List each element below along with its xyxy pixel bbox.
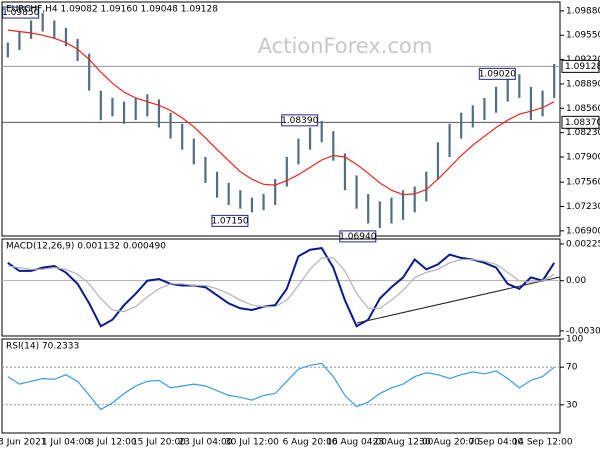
y-tick-label: 1.07560 xyxy=(566,178,600,188)
level-label-box xyxy=(561,59,600,73)
x-tick-label: 23 Jul 04:00 xyxy=(178,438,232,448)
annotation-label: 1.07150 xyxy=(211,216,248,226)
x-tick-label: 7 Sep 04:00 xyxy=(469,438,524,448)
x-tick-label: 16 Aug 04:00 xyxy=(326,438,387,448)
y-tick-label: 1.06900 xyxy=(566,226,600,236)
series-line xyxy=(7,247,556,328)
watermark: ActionForex.com xyxy=(258,34,433,58)
x-tick-label: 23 Aug 12:00 xyxy=(373,438,434,448)
annotation-label: 1.09020 xyxy=(479,69,516,79)
y-tick-label: 1.08560 xyxy=(566,104,600,114)
x-tick-label: 1 Jul 04:00 xyxy=(42,438,91,448)
macd-trendline xyxy=(356,276,561,324)
y-tick-label: -0.003088 xyxy=(566,326,600,336)
x-tick-label: 15 Jul 20:00 xyxy=(132,438,186,448)
y-tick-label: 0.002254 xyxy=(566,239,600,249)
annotation-label: 1.06940 xyxy=(339,232,376,242)
annotation-label: 1.08390 xyxy=(281,116,318,126)
level-label-box xyxy=(561,115,600,129)
x-tick-label: 6 Aug 20:00 xyxy=(283,438,338,448)
x-tick-label: 8 Jul 12:00 xyxy=(88,438,137,448)
x-tick-label: 14 Sep 12:00 xyxy=(513,438,573,448)
y-tick-label: 70 xyxy=(566,363,578,373)
x-tick-label: 30 Aug 20:00 xyxy=(419,438,480,448)
y-tick-label: 1.08890 xyxy=(566,79,600,89)
y-tick-label: 30 xyxy=(566,400,578,410)
annotation-box xyxy=(339,230,377,243)
panel-frame xyxy=(1,338,561,434)
annotation-box xyxy=(478,67,516,80)
y-tick-label: 100 xyxy=(566,335,583,345)
annotation-box xyxy=(281,114,319,127)
y-tick-label: 1.09880 xyxy=(566,6,600,16)
panel-frame xyxy=(1,238,561,337)
annotation-box xyxy=(2,6,40,19)
y-tick-label: 1.08230 xyxy=(566,128,600,138)
y-tick-label: 1.07230 xyxy=(566,202,600,212)
panel-frame xyxy=(1,1,561,237)
y-tick-label: 1.09550 xyxy=(566,31,600,41)
panel-title: RSI(14) 70.2333 xyxy=(6,342,79,352)
annotation-label: 1.09850 xyxy=(2,8,39,18)
x-tick-label: 30 Jul 12:00 xyxy=(225,438,279,448)
annotation-box xyxy=(211,214,249,227)
series-line xyxy=(7,29,555,196)
series-line xyxy=(7,362,555,411)
panel-title: EURCHF,H4 1.09082 1.09160 1.09048 1.0912… xyxy=(6,5,218,15)
panel-title: MACD(12,26,9) 0.001132 0.000490 xyxy=(6,242,166,252)
y-tick-label: 0.00 xyxy=(566,276,586,286)
level-label: 1.08370 xyxy=(565,118,600,128)
series-line xyxy=(7,257,555,313)
x-tick-label: 23 Jun 2021 xyxy=(0,438,47,448)
y-tick-label: 1.07900 xyxy=(566,153,600,163)
level-label: 1.09128 xyxy=(565,62,600,72)
